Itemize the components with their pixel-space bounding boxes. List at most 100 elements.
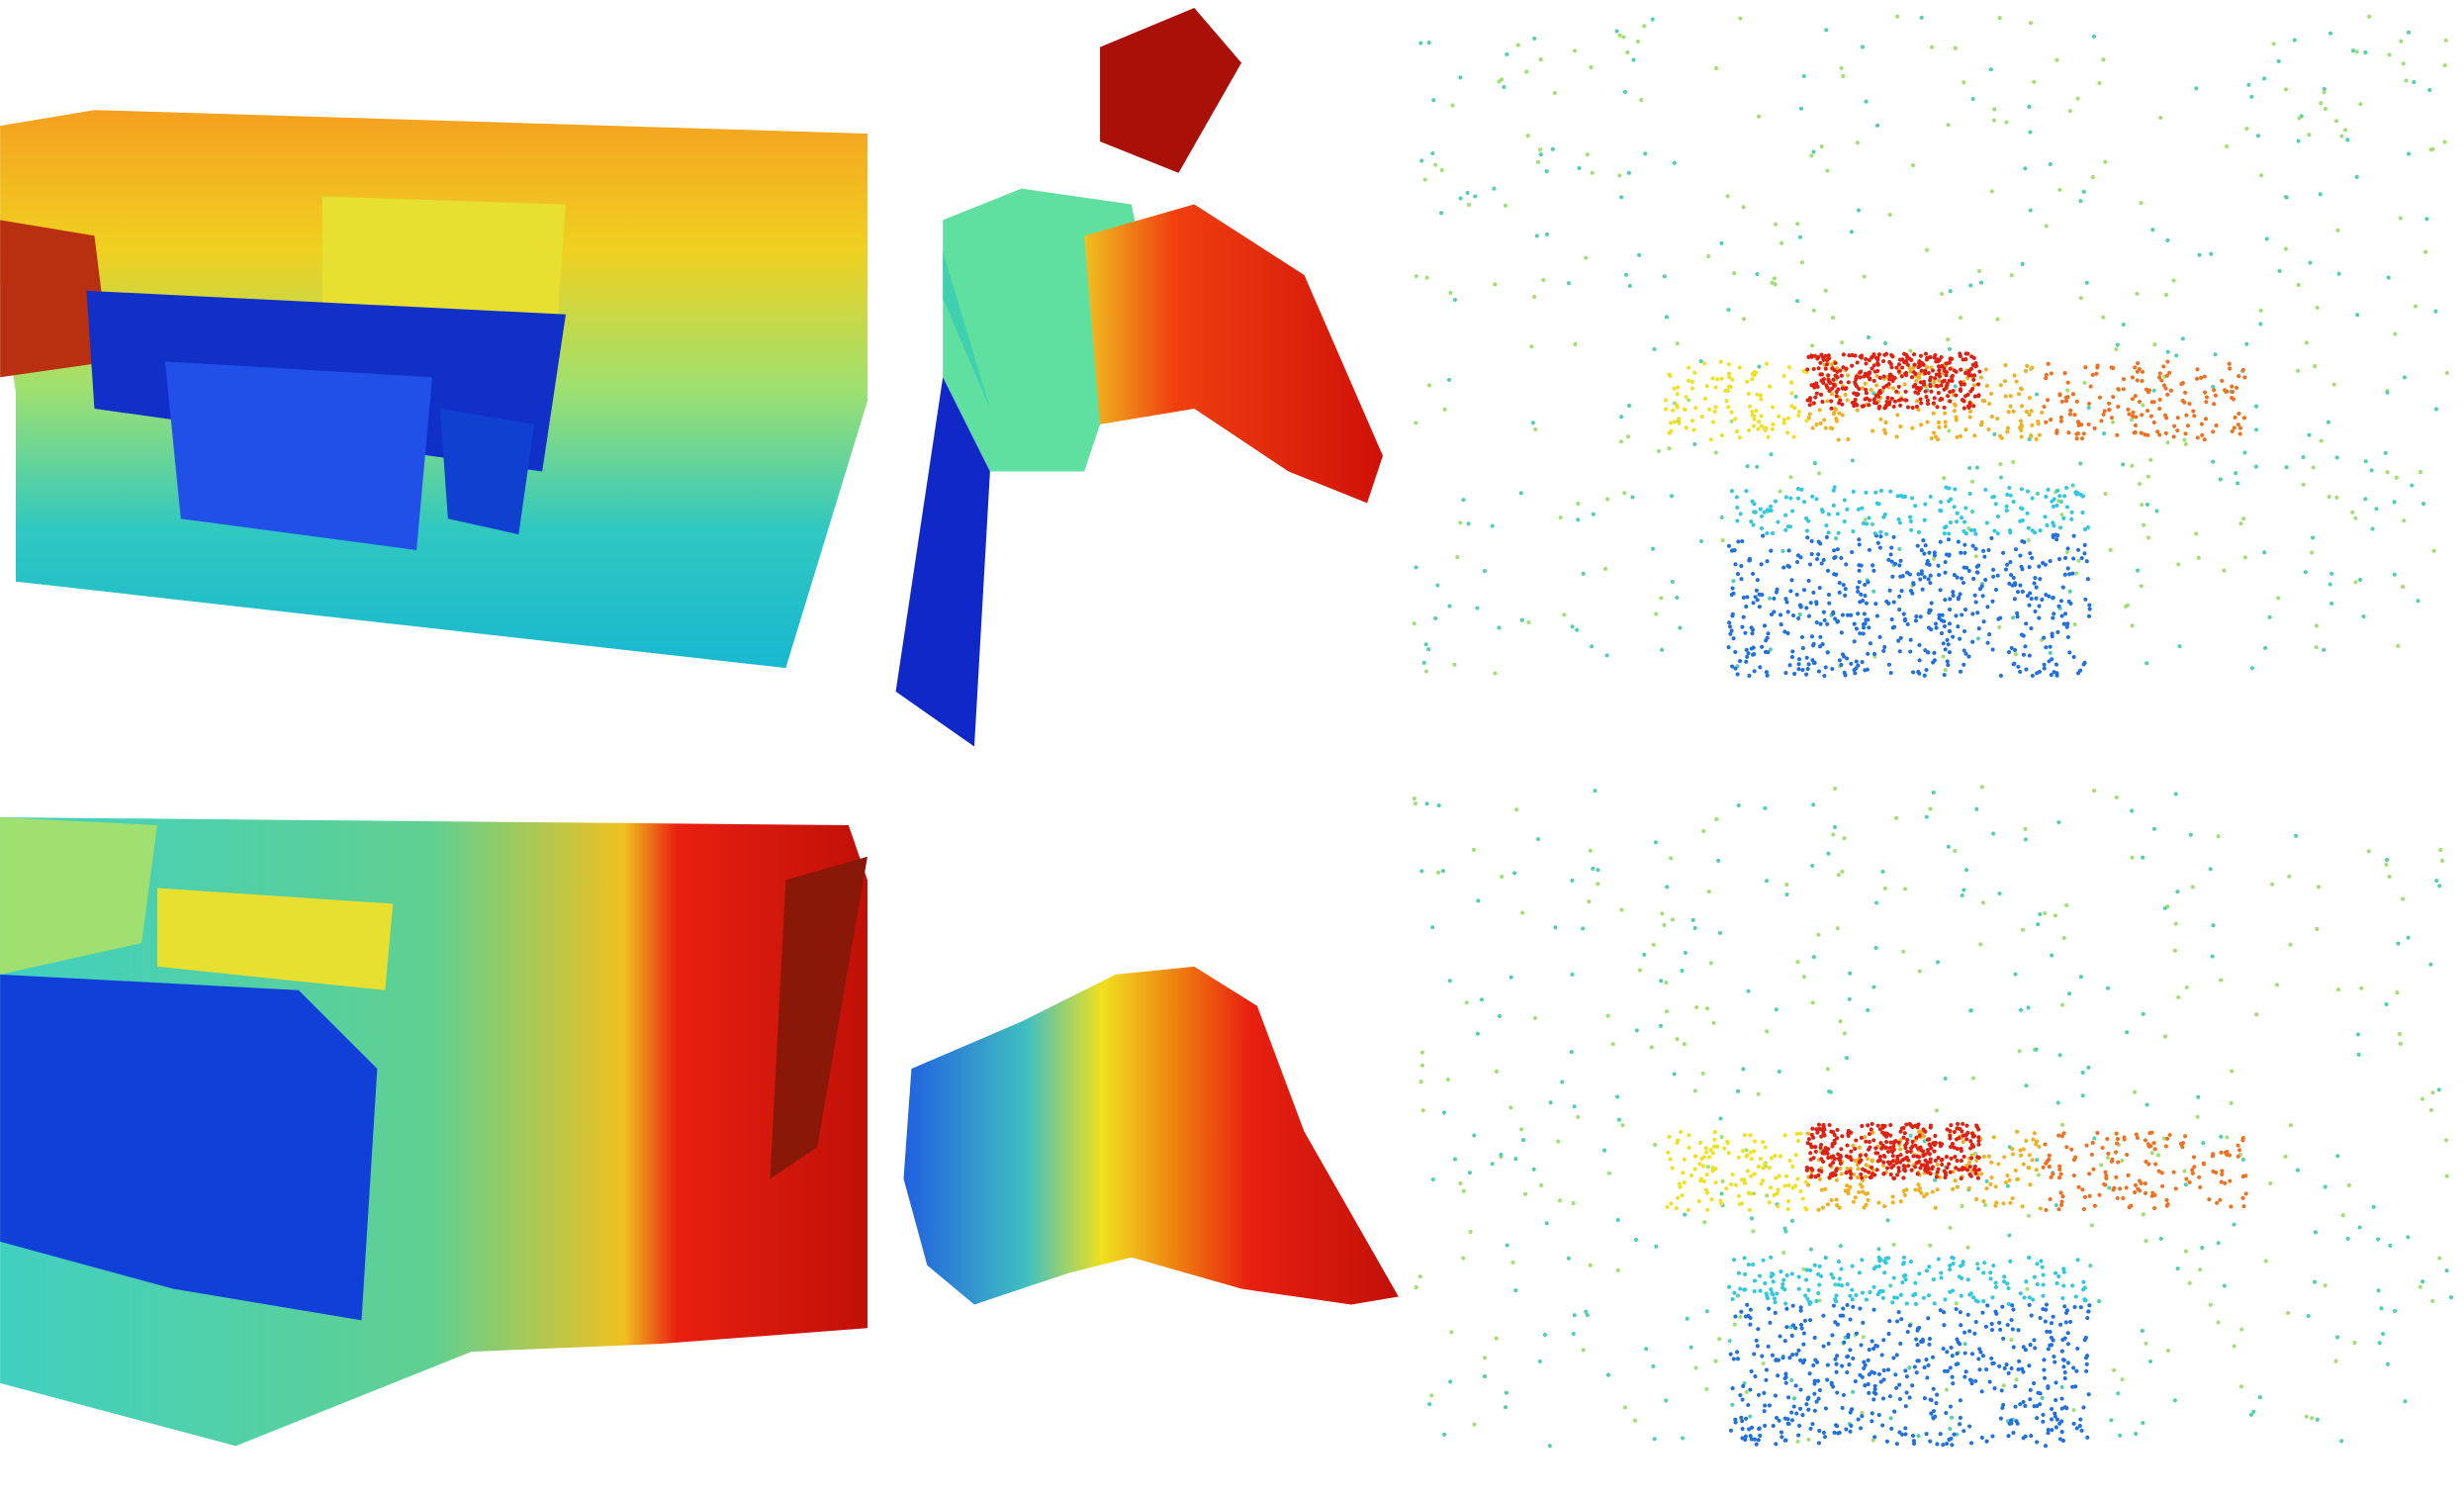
point <box>1848 1429 1853 1434</box>
point <box>2062 572 2067 577</box>
point <box>2145 474 2150 479</box>
point <box>1442 1432 1447 1437</box>
point <box>1475 1031 1481 1036</box>
point <box>1955 434 1960 439</box>
point <box>1669 421 1674 425</box>
point <box>1499 1152 1504 1157</box>
point <box>1849 1172 1854 1176</box>
point <box>1503 203 1507 208</box>
point <box>1886 662 1892 667</box>
point <box>1936 364 1942 369</box>
point <box>1812 353 1817 358</box>
point <box>1905 405 1911 410</box>
point <box>1985 640 1990 645</box>
point <box>1461 498 1466 503</box>
point <box>2044 376 2049 381</box>
point <box>2369 468 2374 473</box>
point <box>2208 867 2213 872</box>
point <box>1982 554 1987 559</box>
point <box>1838 398 1843 403</box>
point <box>1868 398 1872 403</box>
point <box>2020 517 2025 523</box>
point <box>2136 361 2141 366</box>
point <box>1627 283 1632 289</box>
point <box>1903 1368 1908 1373</box>
point <box>1849 612 1854 617</box>
point <box>1759 514 1765 518</box>
point <box>1801 1266 1806 1271</box>
point <box>2140 369 2145 374</box>
point <box>2047 1157 2052 1162</box>
point <box>1827 388 1832 393</box>
point <box>2000 1405 2005 1411</box>
point <box>1735 1357 1741 1361</box>
point <box>1968 527 1973 533</box>
point <box>2106 985 2111 990</box>
point <box>2236 422 2240 427</box>
point <box>1898 1292 1903 1297</box>
point <box>1939 1275 1944 1280</box>
point <box>1733 1420 1738 1425</box>
point <box>2081 1405 2086 1410</box>
point <box>1811 955 1816 960</box>
point <box>1531 1167 1536 1172</box>
point <box>1768 1320 1773 1325</box>
point <box>2211 459 2216 464</box>
point <box>1928 494 1933 500</box>
point <box>1926 370 1931 376</box>
point <box>1942 1368 1948 1373</box>
point <box>1829 1129 1834 1134</box>
point <box>1962 888 1966 892</box>
point <box>1896 369 1901 374</box>
point <box>1971 1133 1976 1139</box>
point <box>1921 1295 1926 1300</box>
point <box>1532 294 1537 300</box>
point <box>1733 666 1738 671</box>
point <box>2102 409 2107 414</box>
point <box>1814 422 1819 427</box>
point <box>1765 530 1770 536</box>
point <box>1703 1146 1708 1151</box>
point <box>1962 382 1966 387</box>
point <box>1806 613 1812 618</box>
point <box>1541 278 1546 283</box>
point <box>2059 1384 2064 1390</box>
point <box>1925 365 1930 370</box>
point <box>1672 386 1677 391</box>
point <box>1811 149 1816 154</box>
point <box>2334 495 2339 500</box>
point <box>2157 397 2162 403</box>
point <box>1996 1162 2001 1167</box>
point <box>1445 1078 1450 1082</box>
point <box>1932 1149 1937 1154</box>
point <box>2099 419 2104 423</box>
point <box>2030 673 2035 678</box>
point <box>2088 384 2093 389</box>
point <box>2099 1163 2104 1168</box>
point <box>2383 450 2388 455</box>
point <box>1649 1045 1654 1050</box>
point <box>2142 522 2146 527</box>
point <box>1728 1181 1734 1186</box>
point <box>2061 935 2066 941</box>
point <box>1977 1367 1982 1372</box>
point <box>1708 961 1713 966</box>
point <box>1739 1177 1745 1182</box>
point <box>1733 562 1738 567</box>
point <box>2143 1181 2147 1186</box>
point <box>1911 352 1917 357</box>
point <box>1990 1295 1995 1300</box>
point <box>1865 1191 1871 1196</box>
point <box>1904 1122 1909 1127</box>
point <box>2401 896 2406 901</box>
point <box>1912 362 1917 367</box>
point <box>2036 419 2041 424</box>
point <box>1943 1171 1948 1175</box>
point <box>1981 1270 1986 1275</box>
point <box>2131 414 2136 419</box>
point <box>1840 612 1846 617</box>
point <box>1881 374 1886 379</box>
point <box>1952 1129 1957 1135</box>
point <box>1768 1185 1774 1190</box>
point <box>2355 1032 2361 1037</box>
